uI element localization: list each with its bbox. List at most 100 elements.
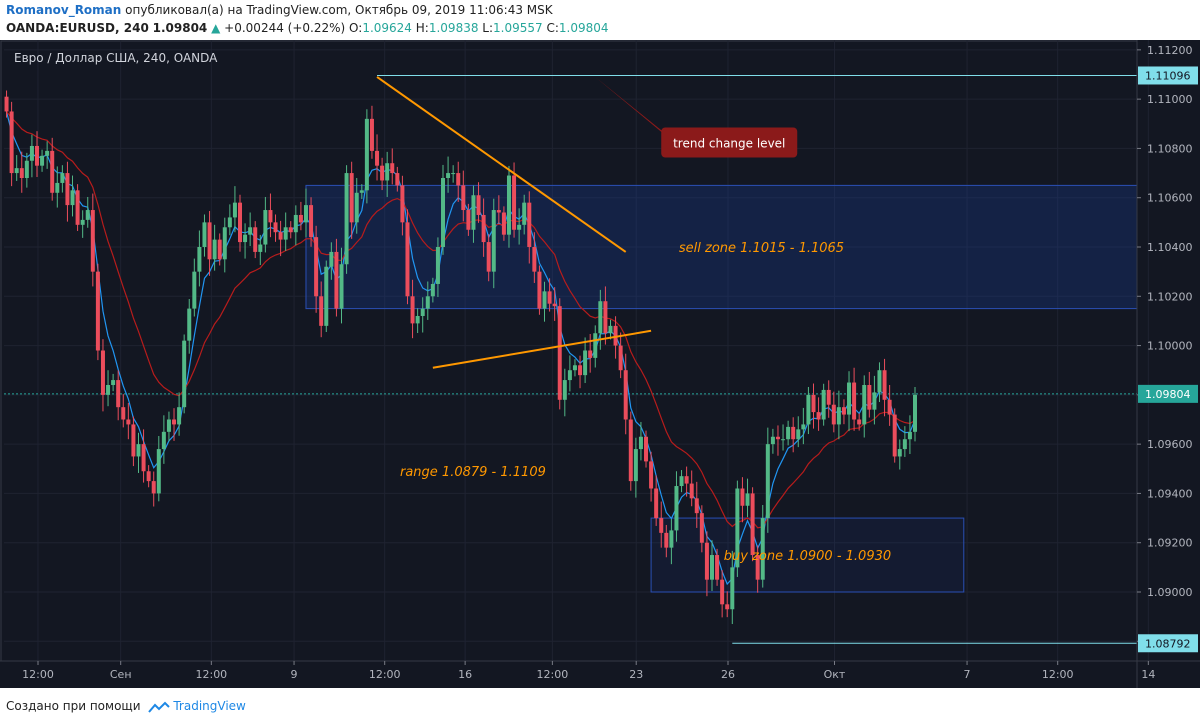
- candle-body: [649, 461, 654, 489]
- price-axis[interactable]: 1.088001.090001.092001.094001.096001.098…: [1137, 44, 1198, 653]
- candle-body: [85, 210, 90, 220]
- candle-body: [669, 530, 674, 548]
- low-label: L:: [482, 21, 494, 35]
- x-tick-label: 14: [1141, 668, 1155, 681]
- candle-body: [212, 239, 217, 260]
- grid: [4, 40, 1149, 661]
- last-price-level-tag[interactable]: [1138, 384, 1198, 403]
- candle-body: [897, 449, 902, 457]
- candle-body: [217, 239, 222, 260]
- callout-box[interactable]: [661, 127, 798, 158]
- candle-body: [293, 214, 298, 233]
- candle-body: [583, 350, 588, 376]
- x-tick-label: 7: [964, 668, 971, 681]
- time-axis[interactable]: 12:00 Сен 12:00 9 12:00 16 12:00 23 26 Окт 7 12:00 1…: [22, 661, 1200, 681]
- chart-title: Евро / Доллар США, 240, OANDA: [14, 51, 218, 65]
- candle-body: [806, 394, 811, 425]
- candle-body: [14, 168, 19, 174]
- trendlines[interactable]: [376, 76, 652, 369]
- candle-body: [192, 271, 197, 309]
- open-value: 1.09624: [362, 21, 412, 35]
- symbol-label: OANDA:EURUSD, 240: [6, 21, 149, 35]
- candle-body: [755, 555, 760, 580]
- high-level-tag[interactable]: [1138, 66, 1198, 85]
- candle-body: [887, 399, 892, 415]
- candle-body: [177, 407, 182, 425]
- author-link[interactable]: Romanov_Roman: [6, 3, 122, 17]
- candle-body: [786, 426, 791, 440]
- candle-body: [913, 394, 917, 432]
- ohlc-line: OANDA:EURUSD, 240 1.09804 ▲ +0.00244 (+0…: [6, 21, 609, 35]
- candle-body: [283, 227, 288, 240]
- candle-body: [699, 513, 704, 543]
- buy-zone-label: buy zone 1.0900 - 1.0930: [724, 549, 891, 564]
- callout-pointer[interactable]: [595, 76, 676, 142]
- candle-body: [618, 345, 623, 371]
- candle-body: [613, 325, 618, 346]
- candle-body: [410, 296, 415, 324]
- candle-body: [248, 227, 253, 235]
- candle-body: [877, 370, 882, 393]
- candle-body: [638, 436, 643, 450]
- candle-body: [309, 205, 314, 238]
- candle-body: [126, 419, 131, 425]
- candle-body: [420, 308, 425, 316]
- candle-body: [572, 365, 577, 371]
- candle-body: [811, 394, 816, 413]
- candle-body: [75, 190, 80, 225]
- candle-body: [481, 214, 486, 243]
- candle-body: [902, 439, 907, 450]
- candle-body: [329, 251, 334, 267]
- candle-body: [704, 542, 709, 580]
- ascending-trendline[interactable]: [432, 329, 652, 369]
- candle-body: [578, 365, 583, 376]
- candle-body: [872, 392, 877, 410]
- x-tick-label: Окт: [824, 668, 846, 681]
- candle-body: [243, 234, 248, 243]
- candle-body: [156, 449, 161, 494]
- descending-trendline[interactable]: [376, 76, 627, 253]
- x-tick-label: 12:00: [537, 668, 569, 681]
- low-level-tag-text: 1.08792: [1145, 637, 1191, 650]
- candle-body: [770, 436, 775, 445]
- candle-body: [689, 483, 694, 499]
- low-level-tag[interactable]: [1138, 634, 1198, 653]
- tradingview-brand-link[interactable]: TradingView: [173, 699, 246, 713]
- published-text: опубликовал(а) на TradingView.com, Октяб…: [125, 3, 553, 17]
- candle-body: [232, 202, 237, 218]
- trend-change-callout[interactable]: trend change level: [595, 76, 798, 158]
- candle-body: [55, 182, 60, 193]
- candle-body: [557, 306, 562, 400]
- candle-body: [324, 266, 329, 326]
- x-tick-label: 12:00: [1042, 668, 1074, 681]
- candle-body: [263, 210, 268, 245]
- tradingview-logo-icon: [148, 701, 171, 713]
- candle-body: [40, 155, 45, 166]
- candle-body: [547, 291, 552, 304]
- candle-body: [334, 251, 339, 309]
- candle-body: [781, 439, 786, 441]
- y-tick-label: 1.09200: [1147, 537, 1193, 550]
- candle-body: [375, 150, 380, 166]
- candle-body: [268, 210, 273, 223]
- candle-body: [187, 308, 192, 341]
- candle-body: [537, 271, 542, 309]
- x-tick-label: 12:00: [369, 668, 401, 681]
- candle-body: [796, 429, 801, 440]
- price-chart[interactable]: trend change level sell zone 1.1015 - 1.…: [0, 40, 1200, 688]
- candle-body: [237, 202, 242, 243]
- y-tick-label: 1.10200: [1147, 290, 1193, 303]
- candle-body: [598, 301, 603, 334]
- candle-body: [430, 283, 435, 297]
- candle-body: [298, 214, 303, 223]
- change-value: +0.00244 (+0.22%): [224, 21, 346, 35]
- candle-body: [70, 190, 75, 206]
- chart-annotations: sell zone 1.1015 - 1.1065 buy zone 1.0900…: [400, 241, 891, 564]
- candle-body: [65, 173, 70, 206]
- candle-body: [95, 271, 100, 351]
- close-label: C:: [546, 21, 559, 35]
- candle-body: [486, 242, 491, 272]
- y-tick-label: 1.11200: [1147, 44, 1193, 57]
- candle-body: [359, 190, 364, 193]
- candle-body: [172, 419, 177, 425]
